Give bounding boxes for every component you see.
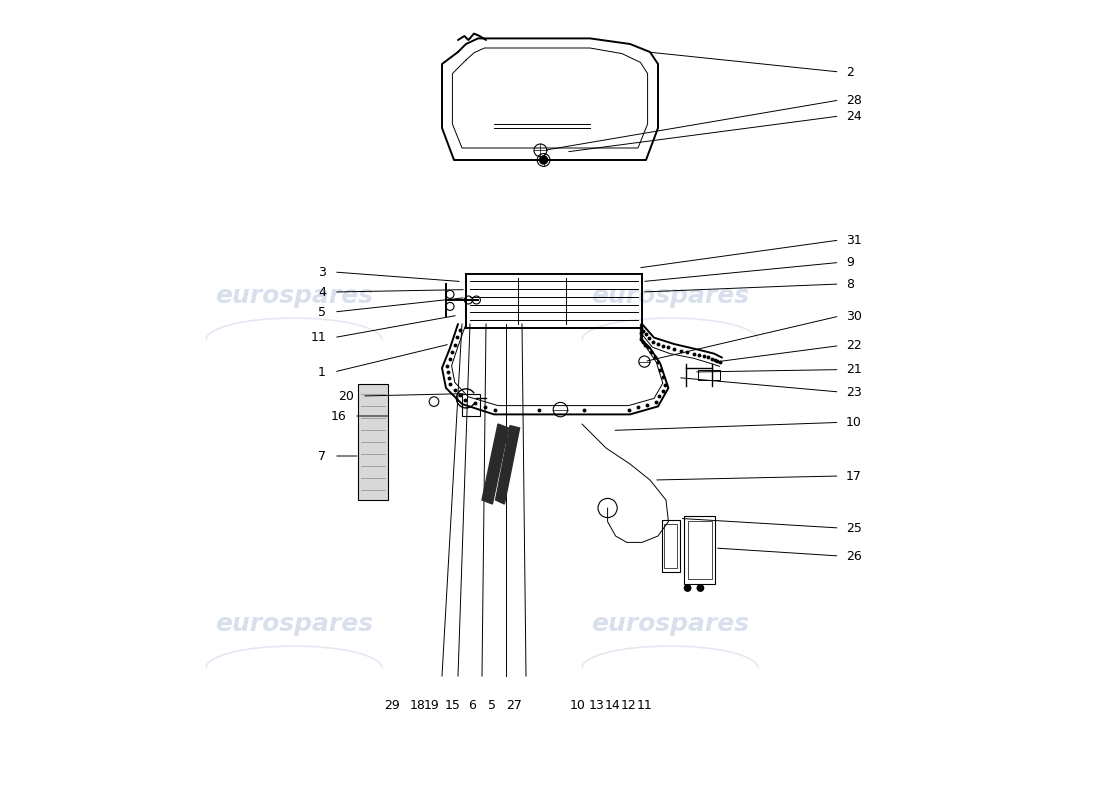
Text: 30: 30 xyxy=(846,310,862,322)
Text: 13: 13 xyxy=(588,699,604,712)
Text: eurospares: eurospares xyxy=(214,612,373,636)
Text: eurospares: eurospares xyxy=(591,284,749,308)
Text: 28: 28 xyxy=(846,94,862,106)
Text: 9: 9 xyxy=(846,256,854,269)
Text: 25: 25 xyxy=(846,522,862,534)
Circle shape xyxy=(697,585,704,591)
Text: 18: 18 xyxy=(410,699,426,712)
Text: 7: 7 xyxy=(318,450,326,462)
Text: 31: 31 xyxy=(846,234,861,246)
Bar xyxy=(662,520,680,572)
Bar xyxy=(664,524,678,568)
Text: 20: 20 xyxy=(338,390,354,402)
Text: 8: 8 xyxy=(846,278,854,290)
Circle shape xyxy=(684,585,691,591)
Circle shape xyxy=(540,156,548,164)
Text: 10: 10 xyxy=(846,416,862,429)
Polygon shape xyxy=(496,426,519,504)
Text: 11: 11 xyxy=(637,699,652,712)
Text: 21: 21 xyxy=(846,363,861,376)
Text: 19: 19 xyxy=(424,699,440,712)
Bar xyxy=(698,370,720,380)
Text: 24: 24 xyxy=(846,110,861,122)
Text: eurospares: eurospares xyxy=(214,284,373,308)
Text: 6: 6 xyxy=(469,699,476,712)
Text: 3: 3 xyxy=(318,266,326,278)
Text: 11: 11 xyxy=(310,331,326,344)
Text: 26: 26 xyxy=(846,550,861,562)
Text: 1: 1 xyxy=(318,366,326,378)
Text: 5: 5 xyxy=(488,699,496,712)
Text: 22: 22 xyxy=(846,339,861,352)
Text: 14: 14 xyxy=(605,699,620,712)
Text: 29: 29 xyxy=(385,699,400,712)
Text: eurospares: eurospares xyxy=(591,612,749,636)
Bar xyxy=(462,394,480,416)
Text: 12: 12 xyxy=(620,699,636,712)
Text: 10: 10 xyxy=(570,699,586,712)
Bar xyxy=(684,516,715,584)
Text: 2: 2 xyxy=(846,66,854,78)
Text: 4: 4 xyxy=(318,286,326,298)
Polygon shape xyxy=(482,424,508,504)
Text: 27: 27 xyxy=(506,699,521,712)
Text: 16: 16 xyxy=(330,410,346,422)
Text: 5: 5 xyxy=(318,306,326,318)
Bar xyxy=(688,521,712,579)
Text: 15: 15 xyxy=(444,699,460,712)
Text: 23: 23 xyxy=(846,386,861,398)
Bar xyxy=(358,384,388,500)
Text: 17: 17 xyxy=(846,470,862,482)
